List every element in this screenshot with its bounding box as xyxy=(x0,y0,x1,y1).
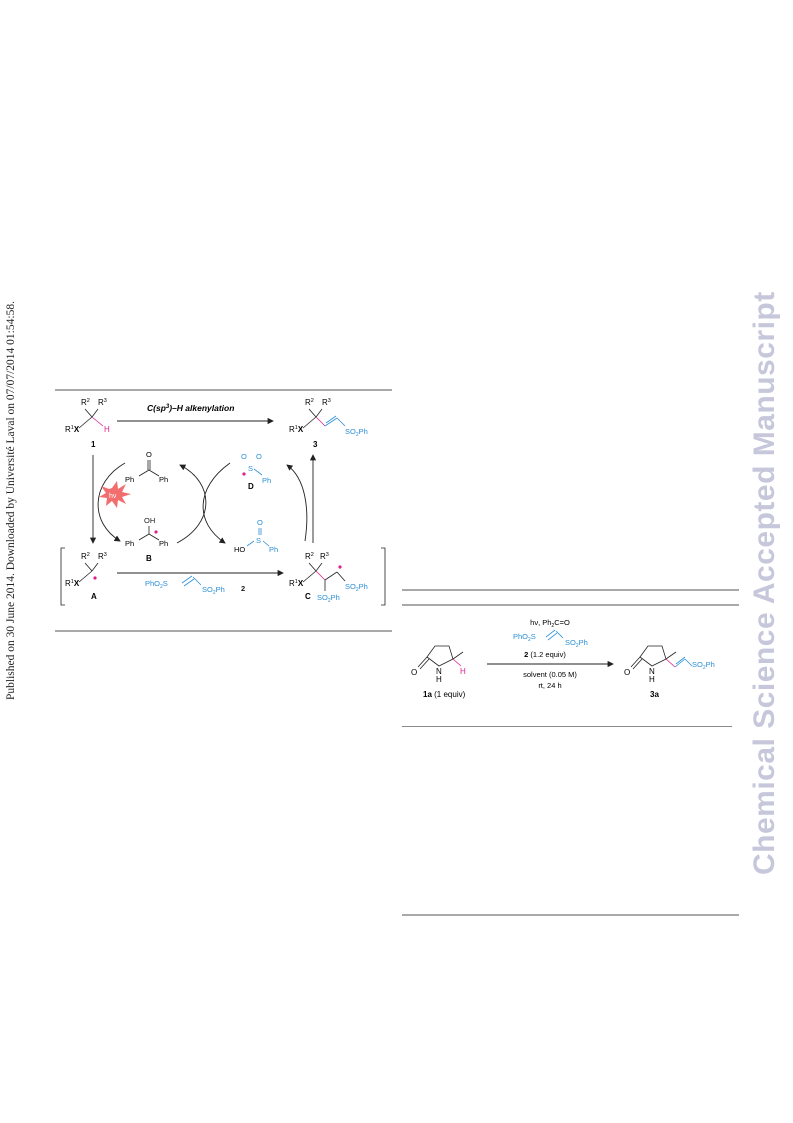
svg-text:Ph: Ph xyxy=(125,539,134,548)
svg-text:PhO2S: PhO2S xyxy=(145,579,168,590)
svg-text:R3: R3 xyxy=(322,398,331,407)
publication-note: Published on 30 June 2014. Downloaded by… xyxy=(5,301,17,700)
scheme-top-rule xyxy=(55,389,392,391)
svg-text:R2: R2 xyxy=(305,552,314,561)
svg-text:H: H xyxy=(649,675,655,684)
svg-text:R1X: R1X xyxy=(289,425,304,434)
scheme-bottom-rule xyxy=(55,630,392,632)
table-reaction-equation: O N H H 1a (1 equiv) hν, Ph2C=O PhO2S SO… xyxy=(411,618,715,699)
compound-1: R2 R3 R1X H 1 xyxy=(65,398,110,449)
svg-text:O: O xyxy=(257,518,263,527)
svg-text:3: 3 xyxy=(313,440,318,449)
table-top-rule-2 xyxy=(402,604,739,606)
svg-text:solvent (0.05 M): solvent (0.05 M) xyxy=(523,670,577,679)
svg-text:O: O xyxy=(241,452,247,461)
svg-text:S: S xyxy=(248,464,253,473)
svg-text:OH: OH xyxy=(144,516,155,525)
svg-text:Ph: Ph xyxy=(159,475,168,484)
svg-text:1: 1 xyxy=(91,440,96,449)
svg-text:hν: hν xyxy=(109,493,117,500)
svg-text:C: C xyxy=(305,592,311,601)
table-top-rule-1 xyxy=(402,589,739,591)
svg-text:Ph: Ph xyxy=(269,545,278,554)
benzophenone: O Ph Ph xyxy=(125,450,168,484)
cycle-arrow-right-down xyxy=(202,462,231,544)
svg-text:S: S xyxy=(256,536,261,545)
svg-text:H: H xyxy=(436,675,442,684)
mechanism-scheme: C(sp3)–H alkenylation R2 R3 R1X H 1 R2 R… xyxy=(60,398,386,606)
svg-text:SO2Ph: SO2Ph xyxy=(317,593,340,604)
svg-text:SO2Ph: SO2Ph xyxy=(565,638,588,649)
table-bottom-rule xyxy=(402,914,739,916)
svg-text:O: O xyxy=(256,452,262,461)
compound-3: R2 R3 R1X SO2Ph 3 xyxy=(289,398,368,449)
right-bracket xyxy=(381,547,386,606)
scheme-title: C(sp3)–H alkenylation xyxy=(147,403,234,413)
svg-text:R3: R3 xyxy=(320,552,329,561)
radical-A: R2 R3 R1X A xyxy=(65,552,107,601)
svg-text:R1X: R1X xyxy=(289,579,304,588)
svg-text:R3: R3 xyxy=(98,398,107,407)
cycle-arrow-left-up xyxy=(176,464,207,544)
svg-text:2 (1.2 equiv): 2 (1.2 equiv) xyxy=(524,650,566,659)
svg-text:R1X: R1X xyxy=(65,579,80,588)
cycle-arrow-right-up xyxy=(286,464,308,542)
svg-text:O: O xyxy=(624,668,630,677)
svg-text:H: H xyxy=(460,667,466,676)
left-bracket xyxy=(60,547,65,606)
svg-text:Ph: Ph xyxy=(159,539,168,548)
svg-text:O: O xyxy=(146,450,152,459)
svg-text:R2: R2 xyxy=(81,398,90,407)
svg-text:B: B xyxy=(146,554,152,563)
svg-text:PhO2S: PhO2S xyxy=(513,632,536,643)
ketyl-radical-B: OH Ph Ph B xyxy=(125,516,168,563)
svg-text:R2: R2 xyxy=(305,398,314,407)
svg-text:3a: 3a xyxy=(650,690,659,699)
svg-text:H: H xyxy=(104,425,110,434)
svg-text:A: A xyxy=(91,592,97,601)
svg-text:Ph: Ph xyxy=(262,476,271,485)
svg-text:D: D xyxy=(248,482,254,491)
svg-text:HO: HO xyxy=(234,545,245,554)
svg-text:1a (1 equiv): 1a (1 equiv) xyxy=(423,690,466,699)
svg-text:N: N xyxy=(436,667,442,676)
svg-text:Ph: Ph xyxy=(125,475,134,484)
svg-text:N: N xyxy=(649,667,655,676)
sulfonyl-radical-D: O O S Ph D xyxy=(241,452,271,491)
cycle-arrow-left-down xyxy=(97,462,126,542)
sulfinic-acid: O S HO Ph xyxy=(234,518,278,554)
svg-text:rt, 24 h: rt, 24 h xyxy=(538,681,561,690)
table-mid-rule xyxy=(402,726,732,727)
product-3a: O N H SO2Ph 3a xyxy=(624,645,715,699)
svg-text:2: 2 xyxy=(241,584,245,593)
reagent-2: PhO2S SO2Ph 2 xyxy=(145,575,245,596)
svg-text:SO2Ph: SO2Ph xyxy=(345,582,368,593)
svg-text:R1X: R1X xyxy=(65,425,80,434)
svg-text:SO2Ph: SO2Ph xyxy=(692,660,715,671)
light-burst-icon: hν xyxy=(99,481,131,508)
svg-text:SO2Ph: SO2Ph xyxy=(202,585,225,596)
svg-text:hν, Ph2C=O: hν, Ph2C=O xyxy=(530,618,570,629)
substrate-1a: O N H H 1a (1 equiv) xyxy=(411,645,466,699)
accepted-manuscript-watermark: Chemical Science Accepted Manuscript xyxy=(748,291,781,875)
svg-text:R3: R3 xyxy=(98,552,107,561)
svg-text:SO2Ph: SO2Ph xyxy=(345,427,368,438)
svg-text:R2: R2 xyxy=(81,552,90,561)
radical-C: R2 R3 R1X SO2Ph SO2Ph C xyxy=(289,552,368,604)
svg-text:O: O xyxy=(411,668,417,677)
reaction-conditions: hν, Ph2C=O PhO2S SO2Ph 2 (1.2 equiv) sol… xyxy=(487,618,614,690)
